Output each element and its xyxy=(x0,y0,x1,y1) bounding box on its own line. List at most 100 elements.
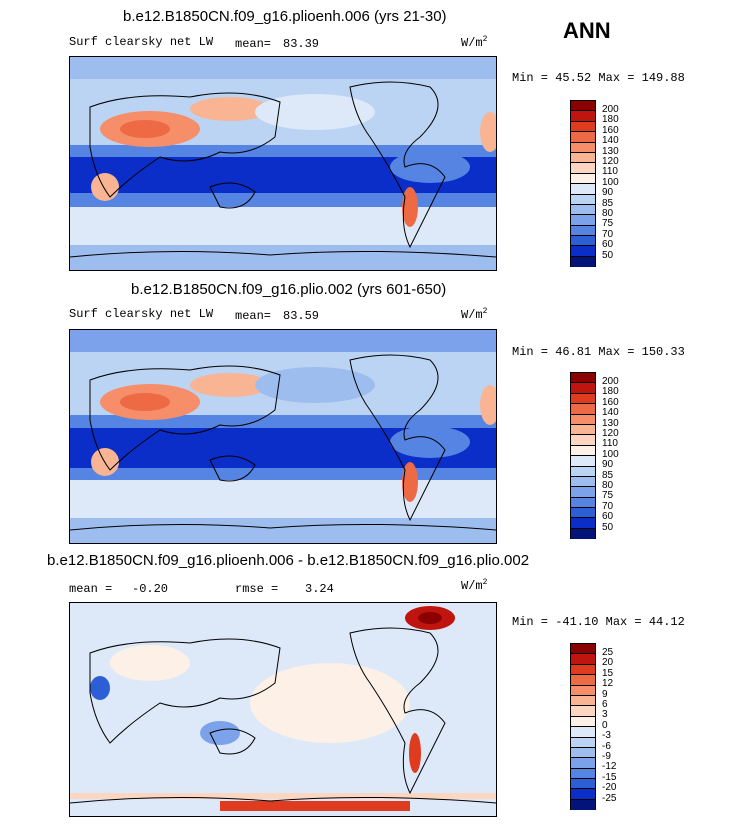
tick-label: 20 xyxy=(602,657,614,669)
tick-label: 85 xyxy=(602,197,614,209)
tick-label: 130 xyxy=(602,145,619,157)
coastline-africa-eurasia xyxy=(89,92,281,198)
map-field xyxy=(70,603,496,816)
antarctic-positive xyxy=(220,801,410,811)
pacific-north xyxy=(255,94,375,130)
australia-negative xyxy=(200,721,240,745)
coastline-antarctica xyxy=(70,796,496,804)
tick-label: 140 xyxy=(602,135,619,147)
map-plot-2 xyxy=(69,329,497,544)
mean-value: -0.20 xyxy=(132,582,169,596)
tick-label: 0 xyxy=(602,719,608,731)
tick-label: 100 xyxy=(602,448,619,460)
tick-label: -3 xyxy=(602,730,611,742)
africa-positive xyxy=(110,645,190,681)
asia-warm xyxy=(190,373,270,397)
tick-label: 75 xyxy=(602,490,614,502)
coastline-americas xyxy=(349,627,446,795)
tick-label: 25 xyxy=(602,647,614,658)
tick-label: -12 xyxy=(602,761,617,773)
tick-label: 50 xyxy=(602,521,614,533)
polar-band xyxy=(70,518,496,543)
tick-label: 6 xyxy=(602,699,608,710)
season-label: ANN xyxy=(563,18,611,43)
min-max-label: Min = 45.52 Max = 149.88 xyxy=(512,71,685,85)
tick-label: 9 xyxy=(602,688,608,700)
coastline-antarctica xyxy=(70,250,496,258)
tick-label: 50 xyxy=(602,249,614,261)
tick-label: 3 xyxy=(602,709,608,721)
coastline-australia xyxy=(209,455,256,482)
sahara-core xyxy=(120,393,170,411)
east-edge xyxy=(480,112,496,152)
tick-label: -6 xyxy=(602,740,611,752)
colorbar-2 xyxy=(570,372,596,540)
tick-label: 110 xyxy=(602,166,618,178)
tick-label: 130 xyxy=(602,417,619,429)
tick-label: 60 xyxy=(602,239,614,251)
amazon xyxy=(390,151,470,183)
tick-label: 75 xyxy=(602,218,614,230)
tick-label: 15 xyxy=(602,667,614,679)
coastline-antarctica xyxy=(70,523,496,531)
tick-label: -20 xyxy=(602,782,617,794)
map-field xyxy=(70,57,496,270)
south-africa-warm xyxy=(91,173,119,201)
greenland-core xyxy=(418,612,442,624)
andes xyxy=(402,462,418,502)
polar-band xyxy=(70,245,496,270)
tick-label: 80 xyxy=(602,208,614,219)
tick-label: -25 xyxy=(602,792,617,804)
tick-label: 70 xyxy=(602,500,614,512)
asia-warm xyxy=(190,97,270,121)
pacific-north xyxy=(255,367,375,403)
tick-label: 12 xyxy=(602,678,614,690)
arctic-band xyxy=(70,57,496,79)
tick-label: 160 xyxy=(602,124,619,136)
tick-label: 90 xyxy=(602,459,614,471)
tick-label: 140 xyxy=(602,407,619,419)
andes xyxy=(402,187,418,227)
tick-label: -9 xyxy=(602,751,611,762)
pacific-positive xyxy=(250,663,410,743)
east-edge xyxy=(480,385,496,425)
units-label: W/m2 xyxy=(461,307,488,322)
tick-label: 180 xyxy=(602,114,619,126)
map-field xyxy=(70,330,496,543)
tick-label: 200 xyxy=(602,376,619,387)
tick-label: 90 xyxy=(602,187,614,199)
coastline-australia xyxy=(209,728,256,755)
units-label: W/m2 xyxy=(461,35,488,50)
tick-label: 80 xyxy=(602,480,614,491)
min-max-label: Min = 46.81 Max = 150.33 xyxy=(512,345,685,359)
colorbar-1 xyxy=(570,100,596,268)
tick-label: 160 xyxy=(602,396,619,408)
tick-label: 85 xyxy=(602,469,614,481)
colorbar-3 xyxy=(570,643,596,811)
coastline-americas xyxy=(349,354,446,522)
panel-title: b.e12.B1850CN.f09_g16.plioenh.006 (yrs 2… xyxy=(123,8,447,25)
tick-label: 60 xyxy=(602,511,614,523)
mean-label: mean= xyxy=(235,309,272,323)
min-max-label: Min = -41.10 Max = 44.12 xyxy=(512,615,685,629)
tick-label: 110 xyxy=(602,438,618,450)
africa-negative xyxy=(90,676,110,700)
tick-label: 200 xyxy=(602,104,619,115)
sahara-core xyxy=(120,120,170,138)
mean-label: mean = xyxy=(69,582,113,596)
arctic-band xyxy=(70,330,496,352)
panel-title: b.e12.B1850CN.f09_g16.plioenh.006 - b.e1… xyxy=(47,552,530,569)
coastline-australia xyxy=(209,182,256,209)
tick-label: 100 xyxy=(602,176,619,188)
rmse-label: rmse = xyxy=(235,582,279,596)
tick-label: 120 xyxy=(602,156,619,167)
southern-band xyxy=(70,207,496,245)
coastline-africa-eurasia xyxy=(89,638,281,744)
andes-positive xyxy=(409,733,421,773)
southern-ring xyxy=(70,793,496,799)
tick-label: 180 xyxy=(602,386,619,398)
amazon xyxy=(390,426,470,458)
tick-label: 70 xyxy=(602,228,614,240)
map-plot-1 xyxy=(69,56,497,271)
units-label: W/m2 xyxy=(461,578,488,593)
